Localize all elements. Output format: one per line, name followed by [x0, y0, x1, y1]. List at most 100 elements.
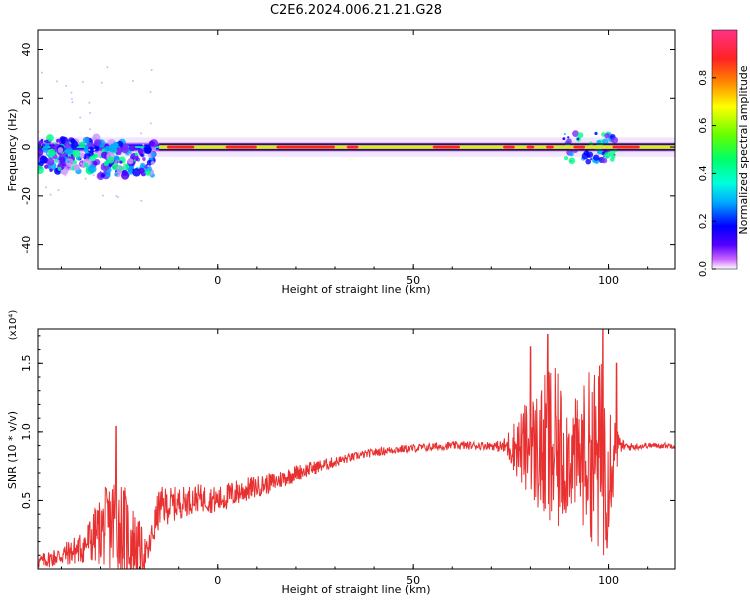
spectrogram-noise-dot [122, 165, 125, 168]
spectrogram-noise-blob [604, 132, 610, 139]
spectrogram-noise-blob [137, 148, 144, 155]
spectrogram-noise-blob [566, 138, 572, 145]
spectrogram-noise-dot [149, 122, 152, 125]
spectrogram-noise-blob [128, 144, 136, 152]
spectrogram-noise-dot [65, 84, 68, 87]
spectrogram-noise-dot [71, 101, 74, 104]
snr-y-multiplier: (x10⁴) [8, 310, 19, 341]
spectrogram-noise-blob [72, 160, 77, 165]
spectrogram-noise-dot [70, 97, 73, 100]
colorbar-tick-label: 0.8 [698, 70, 709, 86]
spectrogram-noise-blob [82, 137, 90, 144]
spectrogram-noise-blob [100, 173, 106, 178]
spectrogram-noise-blob [56, 138, 61, 143]
spectrogram-noise-dot [149, 90, 152, 93]
spectrogram-noise-blob [569, 151, 574, 157]
spectrogram-noise-blob [83, 162, 89, 168]
spectrogram-y-ticks: -40 -20 0 20 40 [20, 43, 675, 254]
spectrogram-noise-dot [89, 111, 92, 114]
spectrogram-y-tick-label: 0 [20, 144, 33, 151]
spectrogram-noise-blob [58, 156, 66, 164]
spectrogram-hotspot [276, 145, 336, 149]
snr-y-tick-label: 1.0 [20, 423, 33, 441]
spectrogram-noise-dot [140, 199, 143, 202]
spectrogram-noise-dot [150, 69, 153, 72]
spectrogram-noise-blob [563, 132, 566, 136]
spectrogram-noise-blob [105, 173, 111, 178]
snr-plot-area [38, 329, 675, 569]
spectrogram-noise-blob [119, 166, 124, 171]
spectrogram-y-tick-label: -40 [20, 236, 33, 254]
snr-x-tick-label: 0 [214, 574, 221, 587]
spectrogram-noise-blob [57, 147, 64, 153]
spectrogram-noise-blob [594, 132, 598, 136]
spectrogram-noise-dot [128, 153, 131, 156]
colorbar-tick-label: 0.2 [698, 213, 709, 229]
spectrogram-noise-blob [148, 153, 152, 157]
spectrogram-y-label: Frequency (Hz) [6, 109, 19, 192]
spectrogram-noise-blob [593, 154, 600, 161]
spectrogram-noise-blob [138, 167, 145, 174]
snr-y-tick-label: 1.5 [20, 355, 33, 373]
spectrogram-noise-blob [108, 144, 117, 153]
spectrogram-noise-blob [44, 164, 49, 169]
spectrogram-noise-blob [568, 157, 576, 165]
spectrogram-noise-blob [93, 161, 98, 166]
spectrogram-noise-dot [88, 148, 91, 151]
spectrogram-noise-blob [140, 162, 146, 168]
spectrogram-noise-dot [101, 194, 104, 197]
colorbar: 0.0 0.2 0.4 0.6 0.8 Normalized spectral ampl… [698, 29, 750, 277]
spectrogram-noise-blob [145, 170, 151, 176]
spectrogram-noise-dot [84, 177, 87, 180]
colorbar-gradient [711, 29, 738, 270]
spectrogram-noise-blob [73, 164, 80, 171]
spectrogram-noise-dot [100, 81, 103, 84]
spectrogram-hotspot [612, 145, 640, 149]
spectrogram-noise-blob [581, 152, 589, 160]
spectrogram-noise-blob [103, 161, 109, 167]
spectrogram-noise-blob [87, 146, 95, 154]
snr-x-tick-label: 100 [598, 574, 619, 587]
spectrogram-noise-dot [70, 91, 73, 94]
spectrogram-noise-dot [55, 80, 58, 83]
spectrogram-noise-blob [127, 158, 134, 165]
spectrogram-noise-dot [81, 80, 84, 83]
spectrogram-noise-dot [107, 139, 110, 142]
spectrogram-noise-blob [65, 158, 75, 167]
spectrogram-noise-blob [56, 159, 60, 163]
spectrogram-noise-dot [64, 174, 67, 177]
spectrogram-noise-dot [57, 189, 60, 192]
spectrogram-noise-blob [78, 141, 85, 148]
spectrogram-noise-dot [131, 80, 134, 83]
spectrogram-noise-blob [585, 158, 592, 165]
spectrogram-noise-blob [46, 157, 55, 166]
spectrogram-x-tick-label: 0 [214, 274, 221, 287]
spectrogram-noise-dot [46, 152, 49, 155]
spectrogram-noise-blob [567, 136, 570, 139]
spectrogram-hotspot [503, 145, 515, 149]
snr-y-ticks: 0.5 1.0 1.5 [20, 335, 675, 556]
spectrogram-plot-area [38, 66, 675, 202]
spectrogram-noise-blob [133, 159, 136, 162]
spectrogram-noise-dot [92, 174, 95, 177]
spectrogram-noise-blob [611, 136, 619, 144]
spectrogram-noise-dot [116, 196, 119, 199]
spectrogram-noise-dot [79, 116, 82, 119]
spectrogram-noise-blob [611, 154, 616, 159]
spectrogram-noise-blob [40, 138, 44, 142]
spectrogram-noise-dot [106, 66, 109, 69]
spectrogram-noise-dot [40, 71, 43, 74]
spectrogram-noise-blob [563, 156, 569, 161]
spectrogram-noise-blob [613, 149, 618, 153]
spectrogram-noise-blob [562, 137, 566, 140]
spectrogram-noise-blob [143, 145, 152, 154]
spectrogram-hotspot [166, 145, 195, 149]
spectrogram-noise-blob [120, 171, 130, 180]
spectrogram-noise-blob [38, 165, 44, 175]
spectrogram-x-label: Height of straight line (km) [281, 283, 430, 296]
spectrogram-noise-blob [66, 160, 70, 163]
spectrogram-noise-blob [601, 157, 608, 164]
spectrogram-noise-dot [115, 194, 118, 197]
spectrogram-noise-blob [577, 132, 584, 139]
